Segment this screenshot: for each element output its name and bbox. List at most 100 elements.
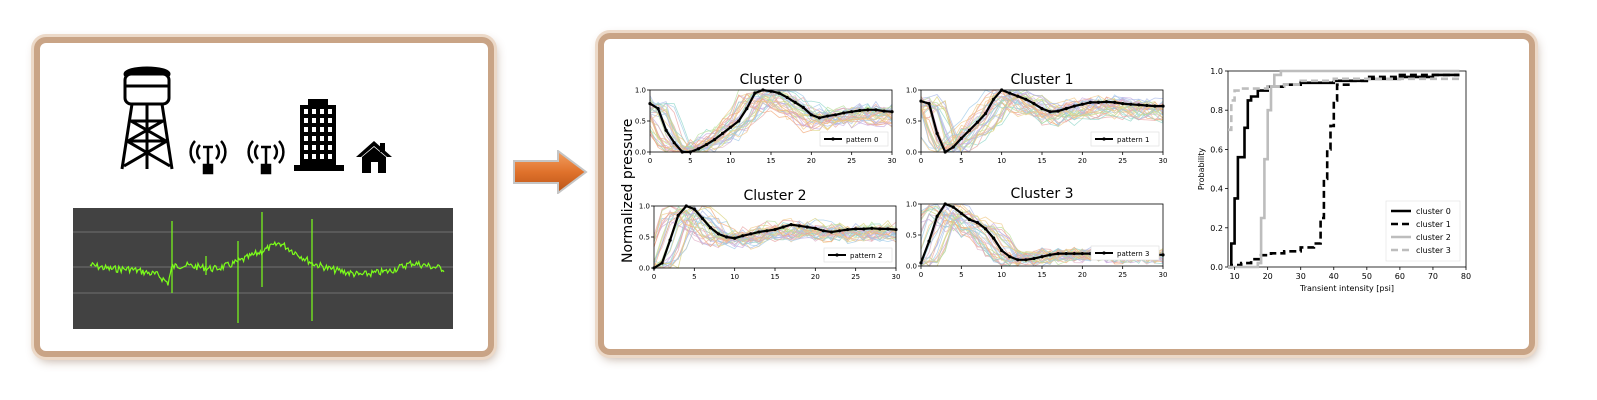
cluster-title: Cluster 3 — [1010, 186, 1073, 202]
pattern-point — [983, 227, 988, 231]
house-icon — [356, 141, 392, 173]
pattern-point — [1121, 102, 1125, 106]
x-tick-label: 0 — [652, 273, 656, 281]
water-tower-icon — [120, 66, 174, 170]
pattern-point — [1040, 255, 1044, 259]
cdf-x-tick-label: 70 — [1428, 272, 1438, 281]
cdf-legend-label: cluster 1 — [1416, 220, 1451, 229]
pressure-signal-panel — [73, 208, 453, 329]
pattern-point — [660, 261, 664, 265]
x-tick-label: 10 — [730, 273, 739, 281]
x-tick-label: 5 — [959, 271, 963, 279]
cdf-x-tick-label: 50 — [1362, 272, 1372, 281]
cdf-legend-label: cluster 0 — [1416, 207, 1451, 216]
cluster-chart-2: Cluster 2 0 5 10 15 20 25 30 0.0 0.5 1.0 pattern 2 — [639, 188, 901, 281]
cdf-x-tick-label: 30 — [1296, 272, 1306, 281]
x-tick-label: 15 — [767, 157, 776, 165]
pattern-point — [1016, 94, 1020, 98]
pattern-point — [749, 232, 753, 236]
pattern-point — [890, 110, 894, 114]
pattern-point — [797, 224, 801, 228]
cdf-y-tick-label: 1.0 — [1210, 67, 1223, 76]
antenna-icon — [189, 140, 227, 175]
x-tick-label: 10 — [997, 271, 1006, 279]
pattern-point — [850, 110, 854, 114]
pattern-point — [684, 204, 688, 208]
pattern-point — [777, 91, 781, 95]
pattern-point — [1161, 104, 1165, 108]
pattern-point — [817, 116, 821, 120]
pattern-point — [1096, 100, 1101, 104]
pattern-point — [1048, 110, 1052, 114]
x-tick-label: 0 — [919, 271, 923, 279]
x-tick-label: 20 — [807, 157, 816, 165]
pattern-point — [1080, 102, 1084, 106]
cdf-x-tick-label: 10 — [1230, 272, 1240, 281]
y-tick-label: 0.5 — [906, 232, 917, 240]
pattern-point — [1040, 107, 1044, 111]
pattern-point — [866, 108, 870, 112]
pattern-point — [1104, 100, 1109, 104]
cdf-y-tick-label: 0.6 — [1210, 145, 1223, 154]
pattern-point — [805, 225, 809, 229]
pattern-point — [1064, 107, 1068, 111]
pattern-point — [700, 216, 704, 220]
cdf-legend-label: cluster 2 — [1416, 233, 1451, 242]
pattern-point — [813, 226, 817, 230]
pattern-point — [927, 239, 931, 243]
pattern-point — [825, 114, 830, 118]
pattern-point — [761, 88, 765, 92]
pattern-point — [716, 232, 721, 236]
y-tick-label: 1.0 — [906, 87, 917, 95]
input-panel — [34, 37, 494, 357]
cluster-chart-3: Cluster 3 0 5 10 15 20 25 30 0.0 0.5 1.0 pattern 3 — [906, 186, 1168, 279]
pattern-point — [745, 107, 749, 111]
pattern-point — [870, 226, 874, 230]
cluster-title: Cluster 1 — [1010, 72, 1073, 88]
cdf-x-tick-label: 40 — [1329, 272, 1339, 281]
pattern-point — [664, 128, 668, 132]
output-panel: Normalized pressure Cluster 0 0 5 10 15 20 25 3… — [598, 33, 1535, 355]
x-tick-label: 0 — [919, 157, 923, 165]
pattern-point — [708, 226, 713, 230]
x-tick-label: 20 — [1078, 157, 1087, 165]
legend-label: pattern 1 — [1117, 136, 1149, 144]
pattern-point — [1000, 248, 1004, 253]
pattern-point — [878, 227, 882, 231]
pattern-point — [935, 131, 939, 135]
y-tick-label: 0.5 — [906, 118, 917, 126]
pattern-point — [1008, 91, 1012, 95]
cluster-chart-0: Cluster 0 0 5 10 15 20 25 30 0.0 0.5 1.0 pattern 0 — [635, 72, 897, 165]
y-tick-label: 1.0 — [635, 87, 646, 95]
pattern-point — [882, 109, 886, 113]
cdf-x-tick-label: 20 — [1263, 272, 1273, 281]
pattern-point — [737, 119, 741, 123]
pattern-point — [676, 213, 680, 217]
pattern-point — [1153, 104, 1157, 108]
cluster-title: Cluster 2 — [743, 188, 806, 204]
x-tick-label: 15 — [771, 273, 780, 281]
pattern-point — [858, 108, 862, 113]
pattern-point — [919, 261, 923, 265]
cdf-x-axis-label: Transient intensity [psi] — [1299, 284, 1394, 293]
cdf-y-tick-label: 0.4 — [1210, 185, 1223, 194]
y-tick-label: 0.5 — [639, 234, 650, 242]
y-tick-label: 0.0 — [906, 149, 917, 157]
cdf-legend-label: cluster 3 — [1416, 246, 1451, 255]
cdf-x-tick-label: 60 — [1395, 272, 1405, 281]
pattern-point — [729, 125, 733, 129]
pattern-point — [943, 150, 947, 154]
cluster-title: Cluster 0 — [739, 72, 802, 88]
pattern-point — [741, 234, 745, 238]
legend-label: pattern 3 — [1117, 250, 1149, 258]
pattern-point — [781, 225, 785, 229]
pattern-point — [935, 214, 939, 218]
cdf-series-0 — [1228, 73, 1460, 269]
pattern-point — [975, 221, 980, 225]
x-tick-label: 25 — [1118, 157, 1127, 165]
pattern-point — [1080, 252, 1084, 256]
pattern-point — [874, 108, 878, 112]
building-icon — [294, 99, 344, 171]
pattern-point — [1016, 258, 1020, 262]
cdf-x-tick-label: 80 — [1461, 272, 1471, 281]
